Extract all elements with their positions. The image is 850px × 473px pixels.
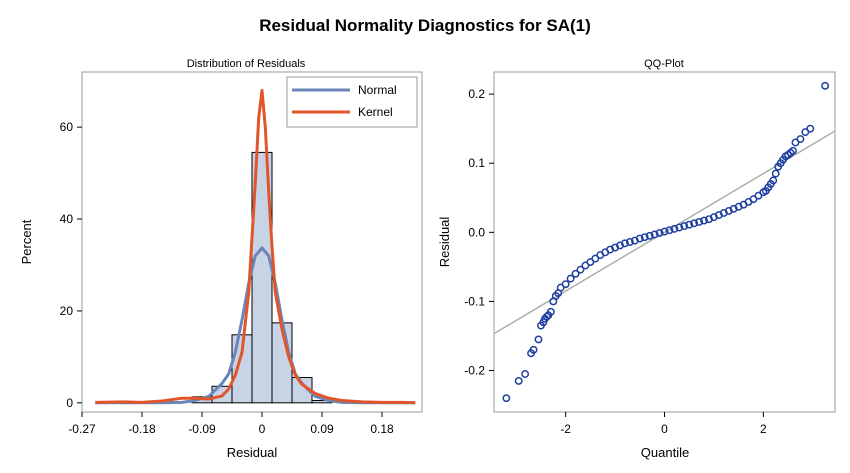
- qq-point: [502, 394, 511, 403]
- histogram-x-tick-label: 0: [259, 422, 266, 436]
- qq-y-tick-label: 0.2: [468, 87, 485, 101]
- qq-points: [502, 81, 830, 403]
- histogram-x-tick-label: -0.18: [128, 422, 156, 436]
- histogram-bar-3: [251, 151, 273, 404]
- qq-panel: QQ-Plot -2 0 2 -0.2-0.10.00.10.2 Quantile …: [437, 58, 836, 460]
- qq-point: [650, 230, 659, 239]
- qq-point: [695, 218, 704, 226]
- qq-point: [566, 274, 575, 283]
- histogram-y-tick-label: 60: [60, 120, 74, 134]
- qq-point: [514, 376, 523, 385]
- qq-point: [670, 224, 679, 233]
- histogram-y-label: Percent: [19, 219, 34, 264]
- qq-point: [546, 307, 555, 316]
- qq-y-tick-label: 0.1: [468, 156, 485, 170]
- qq-y-tick-label: -0.2: [464, 364, 485, 378]
- qq-x-label: Quantile: [641, 445, 689, 460]
- legend-kernel-label: Kernel: [358, 105, 393, 119]
- density-curve-normal: [95, 246, 416, 405]
- qq-point: [645, 231, 654, 240]
- histogram-x-label: Residual: [227, 445, 278, 460]
- qq-point: [665, 226, 674, 235]
- qq-point: [521, 370, 530, 378]
- histogram-x-ticks: -0.27 -0.18 -0.09 0 0.09 0.18: [68, 412, 394, 436]
- qq-point: [796, 135, 805, 143]
- qq-point: [771, 169, 780, 178]
- qq-point: [690, 219, 699, 228]
- qq-x-ticks: -2 0 2: [560, 412, 767, 436]
- qq-point: [675, 223, 684, 232]
- qq-point: [529, 345, 538, 354]
- qq-x-tick-label: -2: [560, 422, 571, 436]
- qq-plot-frame: [493, 71, 836, 413]
- density-curves: [95, 88, 416, 405]
- qq-point: [542, 312, 551, 321]
- histogram-y-ticks: 0 20 40 60: [60, 120, 82, 410]
- qq-point: [685, 220, 694, 229]
- qq-point: [640, 233, 649, 242]
- qq-point: [700, 216, 708, 225]
- qq-y-tick-label: 0.0: [468, 225, 485, 239]
- qq-point: [655, 229, 664, 237]
- qq-point: [821, 81, 830, 90]
- histogram-x-tick-label: -0.09: [188, 422, 216, 436]
- qq-y-tick-label: -0.1: [464, 294, 485, 308]
- histogram-y-tick-label: 20: [60, 304, 74, 318]
- qq-point: [635, 234, 644, 243]
- histogram-y-tick-label: 0: [66, 396, 73, 410]
- histogram-title: Distribution of Residuals: [187, 58, 306, 70]
- qq-point: [660, 227, 669, 236]
- legend: Normal Kernel: [286, 76, 418, 128]
- histogram-bars: [191, 151, 333, 404]
- histogram-x-tick-label: 0.18: [370, 422, 394, 436]
- qq-point: [789, 146, 797, 155]
- density-curve-kernel: [95, 88, 416, 405]
- qq-point: [534, 335, 543, 344]
- qq-title: QQ-Plot: [644, 58, 684, 70]
- qq-point: [561, 280, 570, 289]
- qq-point: [769, 176, 778, 185]
- qq-x-tick-label: 2: [760, 422, 767, 436]
- histogram-y-tick-label: 40: [60, 212, 74, 226]
- histogram-x-tick-label: 0.09: [310, 422, 334, 436]
- qq-point: [571, 269, 580, 278]
- qq-point: [576, 265, 585, 274]
- figure-title: Residual Normality Diagnostics for SA(1): [259, 16, 591, 35]
- qq-y-ticks: -0.2 -0.1 0.0 0.1 0.2: [464, 87, 494, 378]
- qq-point: [625, 238, 634, 246]
- histogram-x-tick-label: -0.27: [68, 422, 96, 436]
- legend-normal-label: Normal: [358, 83, 397, 97]
- qq-point: [806, 124, 815, 133]
- legend-box: [286, 76, 418, 128]
- qq-point: [680, 222, 689, 231]
- qq-point: [621, 239, 629, 248]
- histogram-panel: Distribution of Residuals -0.27 -0.18 -0.0…: [19, 58, 423, 460]
- qq-x-tick-label: 0: [661, 422, 668, 436]
- qq-y-label: Residual: [437, 217, 452, 268]
